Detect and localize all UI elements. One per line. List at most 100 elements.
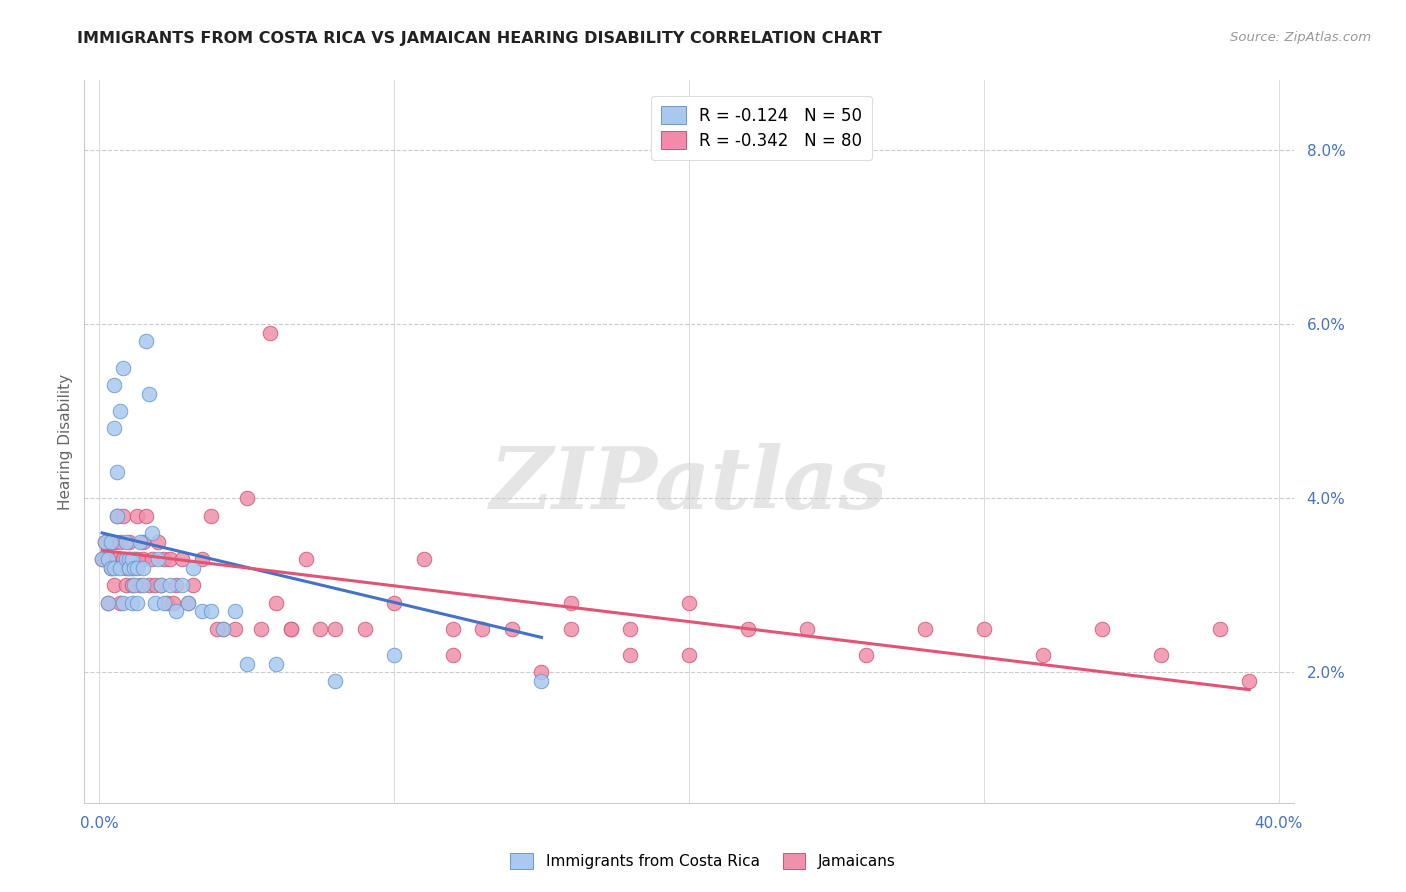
Point [143,578,166,592]
Point [176,596,198,610]
Point [97,596,120,610]
Point [108,561,131,575]
Point [103,534,125,549]
Point [170,552,193,566]
Point [309,622,332,636]
Point [103,561,125,575]
Point [353,622,375,636]
Point [973,622,995,636]
Point [150,578,173,592]
Legend: R = -0.124   N = 50, R = -0.342   N = 80: R = -0.124 N = 50, R = -0.342 N = 80 [651,95,872,160]
Point [111,552,134,566]
Point [121,561,143,575]
Point [105,552,128,566]
Point [737,622,759,636]
Point [150,578,173,592]
Point [132,561,155,575]
Point [159,552,181,566]
Point [530,665,553,680]
Point [183,578,205,592]
Point [127,552,149,566]
Point [127,561,149,575]
Point [1239,673,1261,688]
Point [159,578,181,592]
Point [382,596,405,610]
Point [678,596,700,610]
Point [205,622,228,636]
Point [100,561,122,575]
Point [441,648,464,662]
Point [97,596,120,610]
Point [97,552,120,566]
Point [224,622,246,636]
Point [129,534,152,549]
Point [259,326,281,340]
Point [129,578,152,592]
Point [127,508,149,523]
Point [165,578,187,592]
Point [280,622,302,636]
Point [135,334,157,349]
Point [135,508,157,523]
Point [153,552,176,566]
Point [191,552,214,566]
Point [111,360,134,375]
Point [914,622,936,636]
Point [111,508,134,523]
Point [200,604,222,618]
Point [103,421,125,435]
Point [117,561,139,575]
Point [117,561,139,575]
Point [412,552,434,566]
Point [264,596,287,610]
Point [501,622,523,636]
Point [91,552,114,566]
Point [105,508,128,523]
Point [108,404,131,418]
Point [111,596,134,610]
Point [382,648,405,662]
Point [132,578,155,592]
Point [108,534,131,549]
Point [250,622,273,636]
Point [146,552,169,566]
Text: Source: ZipAtlas.com: Source: ZipAtlas.com [1230,31,1371,45]
Point [678,648,700,662]
Point [117,552,139,566]
Point [560,622,582,636]
Point [224,604,246,618]
Point [212,622,235,636]
Point [156,596,179,610]
Point [146,534,169,549]
Point [471,622,494,636]
Point [143,596,166,610]
Point [105,465,128,479]
Point [176,596,198,610]
Point [855,648,877,662]
Point [1091,622,1114,636]
Point [121,552,143,566]
Point [91,552,114,566]
Point [165,604,187,618]
Point [280,622,302,636]
Point [183,561,205,575]
Point [441,622,464,636]
Point [264,657,287,671]
Point [294,552,316,566]
Point [100,534,122,549]
Point [121,578,143,592]
Point [200,508,222,523]
Point [117,552,139,566]
Point [94,534,117,549]
Point [114,534,136,549]
Point [94,534,117,549]
Text: ZIPatlas: ZIPatlas [489,443,889,526]
Point [153,596,176,610]
Point [132,552,155,566]
Point [162,596,184,610]
Point [1150,648,1173,662]
Point [124,561,146,575]
Point [114,561,136,575]
Point [114,552,136,566]
Point [1032,648,1054,662]
